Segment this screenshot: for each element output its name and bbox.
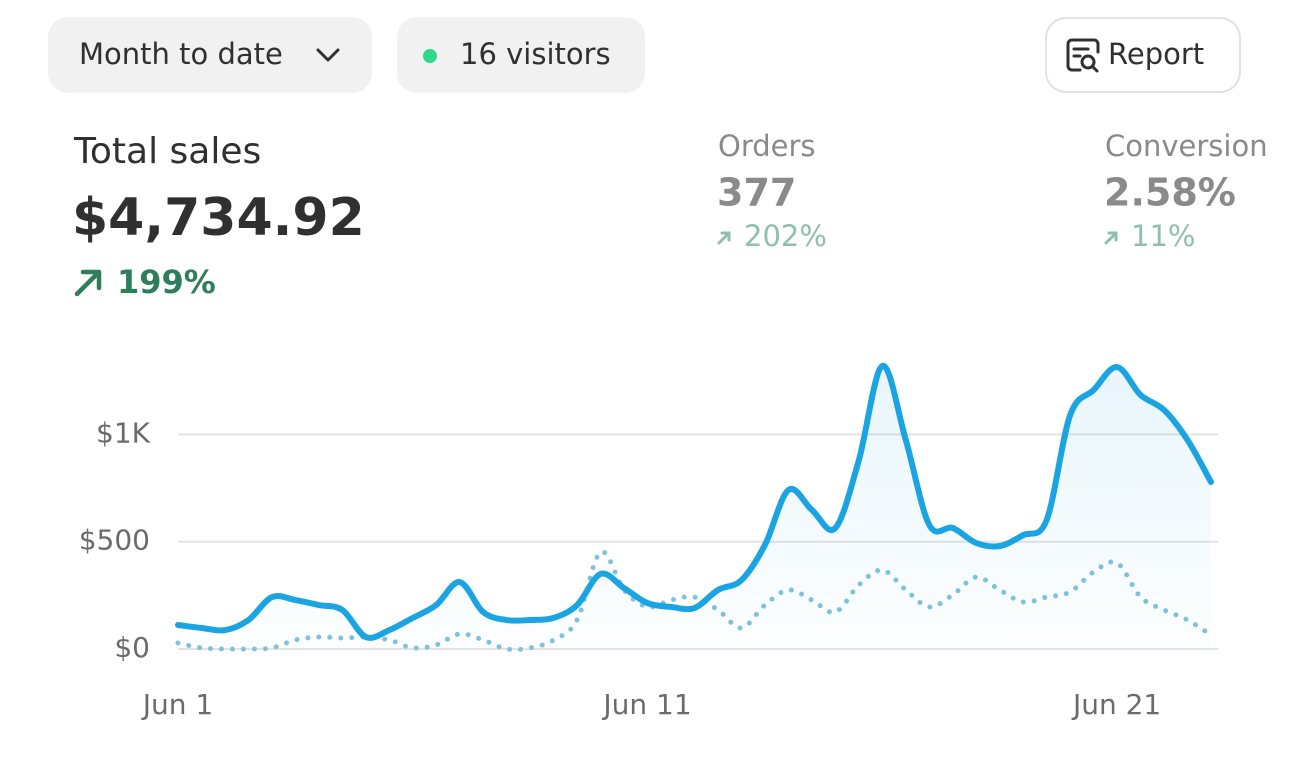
visitors-label[interactable]: 16 visitors (460, 37, 611, 71)
metric-value: 377 (717, 171, 796, 215)
metric-change: 199% (117, 263, 216, 301)
sales-chart: $0 $500 $1K Jun 1 Jun 11 Jun 21 (79, 362, 1218, 721)
y-tick-label: $0 (114, 631, 150, 664)
up-arrow (74, 269, 102, 297)
metric-label: Total sales (73, 131, 261, 172)
x-tick-label: Jun 11 (601, 688, 691, 721)
report-label[interactable]: Report (1108, 37, 1204, 71)
visitors-button[interactable]: 16 visitors (397, 17, 645, 93)
sales-line (175, 362, 1214, 641)
metric-value: 2.58% (1104, 171, 1236, 215)
period-button[interactable]: Month to date (48, 17, 372, 93)
metric-value: $4,734.92 (72, 188, 365, 248)
x-tick-label: Jun 1 (141, 688, 213, 721)
live-dot (423, 49, 437, 63)
x-tick-label: Jun 21 (1071, 688, 1161, 721)
area (178, 365, 1211, 649)
metric-label: Orders (718, 129, 816, 163)
period-label[interactable]: Month to date (79, 37, 283, 71)
y-tick-label: $1K (96, 416, 151, 449)
metric-change: 202% (744, 219, 827, 253)
chevron (316, 48, 340, 62)
up-arrow (717, 231, 731, 245)
metric-label: Conversion (1105, 129, 1268, 163)
report-icon (1066, 38, 1100, 73)
y-tick-label: $500 (79, 524, 150, 557)
report-button[interactable]: Report (1045, 17, 1241, 93)
up-arrow (1104, 231, 1118, 245)
metric-change: 11% (1131, 219, 1195, 253)
